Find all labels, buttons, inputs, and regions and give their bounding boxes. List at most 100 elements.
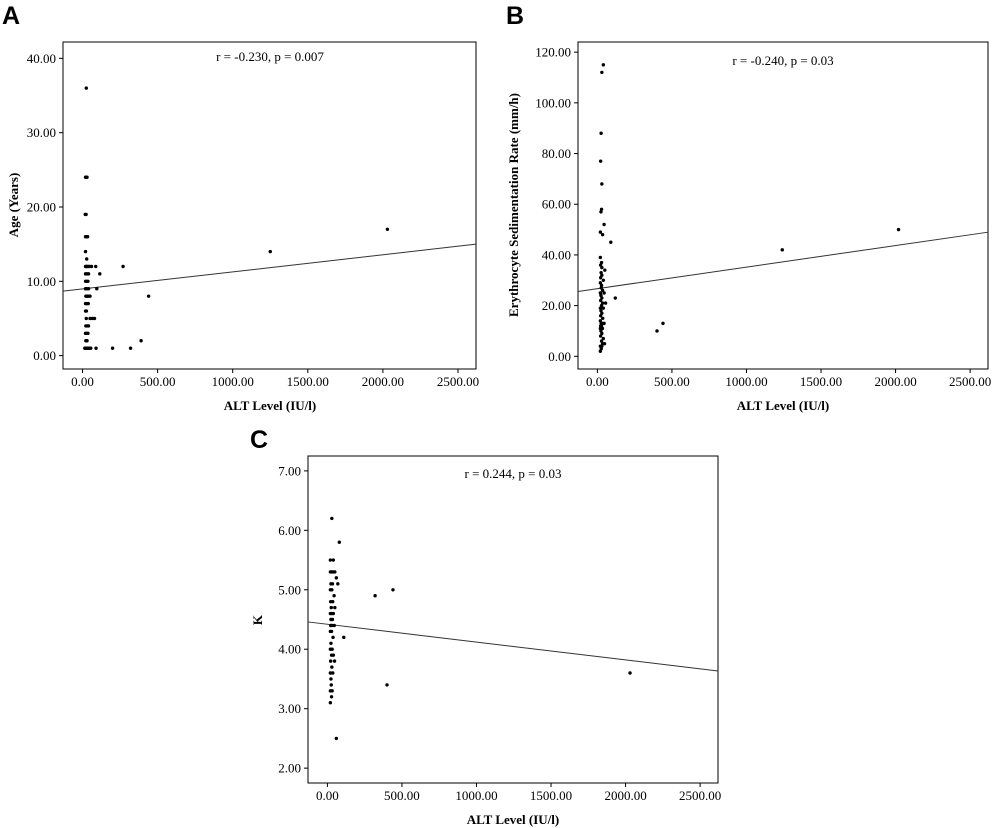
- panel-a-data-point: [84, 86, 88, 90]
- panel-c-data-point: [330, 665, 334, 669]
- panel-c-data-point: [373, 594, 377, 598]
- panel-a-y-tick-label: 20.00: [27, 199, 56, 214]
- panel-c-y-tick-label: 4.00: [278, 642, 301, 657]
- panel-c-data-point: [330, 588, 334, 592]
- panel-b-data-point: [600, 344, 604, 348]
- panel-b-data-point: [598, 281, 603, 285]
- panel-b-y-tick-label: 40.00: [542, 247, 571, 262]
- panel-b-data-point: [601, 306, 606, 310]
- panel-c-x-tick-label: 1500.00: [530, 788, 572, 803]
- panel-c-y-axis-title: K: [250, 614, 265, 625]
- panel-b-data-point: [600, 296, 604, 300]
- panel-b-data-point: [661, 321, 665, 326]
- panel-c-data-point: [331, 599, 335, 604]
- panel-b-data-point: [600, 331, 604, 336]
- panel-a-fit-line: [62, 243, 477, 292]
- panel-c-x-tick-label: 0.00: [316, 788, 339, 803]
- panel-c-x-tick-label: 1000.00: [455, 788, 497, 803]
- panel-a-label: A: [2, 2, 20, 30]
- panel-b-data-point: [780, 248, 784, 252]
- panel-a-data-point: [268, 249, 272, 254]
- panel-a-data-point: [84, 212, 88, 217]
- panel-c-data-point: [331, 653, 336, 657]
- panel-c-x-tick-label: 2500.00: [679, 788, 721, 803]
- panel-c-fit-line: [307, 621, 719, 672]
- panel-c-y-tick-label: 7.00: [278, 463, 301, 478]
- panel-b-data-point: [602, 222, 606, 227]
- panel-c-marks: [307, 516, 719, 741]
- panel-a-data-point: [84, 316, 88, 321]
- panel-a-data-point: [85, 235, 90, 239]
- panel-b-y-tick-label: 120.00: [535, 45, 571, 60]
- panel-b-x-tick-label: 1000.00: [725, 374, 767, 389]
- panel-a-marks: [62, 86, 477, 350]
- panel-a-data-point: [92, 316, 97, 321]
- panel-c-data-point: [328, 558, 333, 562]
- panel-a-data-point: [95, 287, 99, 291]
- panel-a-x-axis-title: ALT Level (IU/l): [224, 398, 316, 413]
- panel-c-data-point: [332, 659, 337, 663]
- panel-c-data-point: [329, 605, 333, 610]
- panel-a-y-axis-title: Age (Years): [6, 173, 21, 238]
- panel-a-data-point: [86, 301, 90, 306]
- panel-b-data-point: [598, 276, 603, 280]
- panel-c-data-point: [328, 659, 333, 663]
- panel-a-y-tick-label: 0.00: [33, 348, 56, 363]
- panel-a-data-point: [385, 227, 390, 231]
- panel-b-x-tick-label: 1500.00: [800, 374, 842, 389]
- panel-c-data-point: [334, 576, 339, 580]
- panel-a-x-tick-label: 500.00: [140, 374, 176, 389]
- panel-b-data-point: [655, 329, 659, 333]
- panel-b-data-point: [598, 263, 603, 267]
- panel-b-data-point: [599, 283, 604, 288]
- panel-c-data-point: [330, 516, 334, 521]
- panel-a-data-point: [98, 272, 102, 276]
- panel-b-data-point: [600, 311, 604, 315]
- panel-c-data-point: [332, 623, 336, 628]
- panel-b-data-point: [599, 286, 603, 290]
- panel-c-y-tick-label: 2.00: [278, 761, 301, 776]
- panel-a-x-tick-label: 0.00: [71, 374, 94, 389]
- panel-a-data-point: [86, 272, 91, 276]
- panel-b-x-tick-label: 500.00: [654, 374, 690, 389]
- panel-b-data-point: [598, 230, 603, 234]
- panel-a-data-point: [88, 294, 92, 298]
- panel-c-data-point: [628, 671, 632, 675]
- panel-c-y-tick-label: 5.00: [278, 582, 301, 597]
- panel-c-data-point: [336, 582, 340, 586]
- panel-c-data-point: [333, 570, 337, 574]
- panel-b-data-point: [600, 70, 604, 75]
- panel-b-y-tick-label: 60.00: [542, 197, 571, 212]
- panel-c-data-point: [331, 611, 336, 616]
- panel-c-data-point: [333, 605, 337, 610]
- panel-b-data-point: [601, 63, 606, 67]
- panel-c-data-point: [391, 588, 395, 592]
- panel-b-data-point: [600, 232, 605, 237]
- panel-b-data-point: [613, 296, 617, 300]
- panel-c: C r = 0.244, p = 0.03 ALT Level (IU/l) K…: [250, 426, 721, 827]
- panel-a-y-tick-label: 30.00: [27, 125, 56, 140]
- panel-b-y-tick-label: 80.00: [542, 146, 571, 161]
- panel-b-fit-line: [577, 231, 989, 292]
- panel-c-data-point: [385, 683, 389, 687]
- panel-b-data-point: [602, 341, 607, 346]
- panel-b-ticks: 0.00 500.00 1000.00 1500.00 2000.00 2500.00 0.…: [535, 45, 991, 389]
- panel-c-data-point: [332, 594, 336, 598]
- panel-c-data-point: [329, 641, 333, 645]
- panel-a-data-point: [86, 279, 90, 284]
- panel-a-data-point: [146, 294, 151, 298]
- panel-b-data-point: [598, 306, 603, 310]
- panel-b-data-point: [599, 303, 604, 308]
- panel-c-data-point: [334, 736, 339, 741]
- panel-b-data-point: [601, 278, 606, 282]
- panel-b-data-point: [603, 301, 608, 305]
- panel-c-data-point: [330, 689, 334, 693]
- panel-b-data-point: [609, 240, 613, 244]
- panel-a-x-tick-label: 1500.00: [287, 374, 329, 389]
- panel-a-data-point: [85, 339, 89, 343]
- panel-c-data-point: [329, 677, 333, 681]
- panel-c-data-point: [328, 647, 333, 651]
- panel-b-data-point: [601, 316, 605, 321]
- panel-b-x-axis-title: ALT Level (IU/l): [737, 398, 829, 413]
